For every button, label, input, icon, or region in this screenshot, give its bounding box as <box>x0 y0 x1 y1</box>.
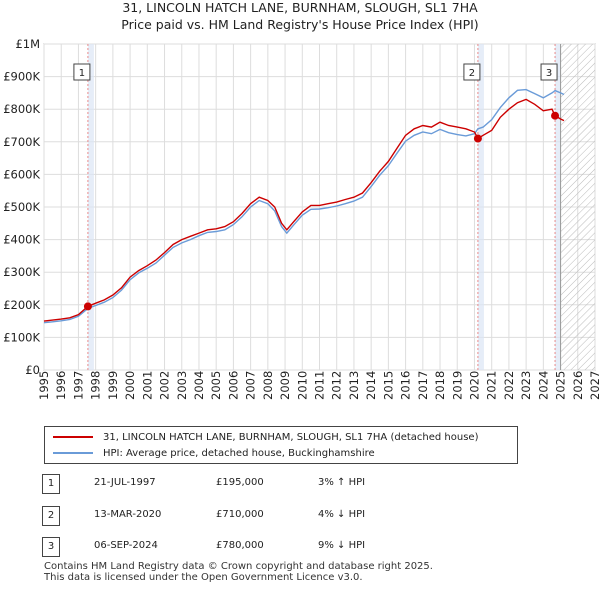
legend-label-hpi: HPI: Average price, detached house, Buck… <box>103 447 375 459</box>
x-tick-label: 2015 <box>381 371 395 400</box>
x-tick-label: 2027 <box>588 371 600 400</box>
y-tick-label: £100K <box>3 330 40 344</box>
legend-item-hpi: HPI: Average price, detached house, Buck… <box>53 445 375 461</box>
x-tick-label: 2002 <box>158 371 172 400</box>
table-row: 1 21-JUL-1997 £195,000 3% ↑ HPI <box>42 474 402 494</box>
x-tick-label: 2010 <box>295 371 309 400</box>
x-tick-label: 2009 <box>278 371 292 400</box>
x-tick-label: 2007 <box>244 371 258 400</box>
future-hatch-region <box>560 44 595 370</box>
sale-label-text: 1 <box>79 68 85 79</box>
y-tick-label: £700K <box>3 135 40 149</box>
x-tick-label: 2001 <box>140 371 154 400</box>
table-row: 2 13-MAR-2020 £710,000 4% ↓ HPI <box>42 506 402 526</box>
y-tick-label: £900K <box>3 70 40 84</box>
x-tick-label: 2008 <box>261 371 275 400</box>
hpi-line <box>43 88 565 324</box>
x-tick-label: 1995 <box>37 371 51 400</box>
table-row: 3 06-SEP-2024 £780,000 9% ↓ HPI <box>42 537 402 557</box>
x-tick-label: 2024 <box>536 371 550 400</box>
legend-item-property: 31, LINCOLN HATCH LANE, BURNHAM, SLOUGH,… <box>53 429 478 445</box>
legend-label-property: 31, LINCOLN HATCH LANE, BURNHAM, SLOUGH,… <box>103 431 479 443</box>
sale-date: 13-MAR-2020 <box>94 509 162 520</box>
sale-label-box <box>540 63 558 81</box>
sale-hpi-change: 3% ↑ HPI <box>318 477 366 488</box>
sale-shade <box>555 44 562 370</box>
property-price-line <box>43 98 565 322</box>
x-tick-label: 1996 <box>54 371 68 400</box>
x-tick-label: 2006 <box>226 371 240 400</box>
x-tick-label: 2000 <box>123 371 137 400</box>
footer-copyright: Contains HM Land Registry data © Crown c… <box>44 561 433 572</box>
x-tick-label: 2005 <box>209 371 223 400</box>
x-tick-label: 2016 <box>399 371 413 400</box>
sale-point <box>83 302 92 311</box>
x-tick-label: 1999 <box>106 371 120 400</box>
x-tick-label: 2011 <box>313 371 327 400</box>
sale-label-box <box>463 63 481 81</box>
legend-line-icon <box>53 452 93 454</box>
sale-point <box>551 111 560 120</box>
x-tick-label: 2023 <box>519 371 533 400</box>
sale-number-badge: 1 <box>42 474 60 494</box>
price-chart: 31, LINCOLN HATCH LANE, BURNHAM, SLOUGH,… <box>3 0 600 400</box>
footer-license: This data is licensed under the Open Gov… <box>44 572 363 583</box>
sale-point <box>473 134 482 143</box>
y-tick-label: £800K <box>3 102 40 116</box>
x-tick-label: 2022 <box>502 371 516 400</box>
x-tick-label: 2017 <box>416 371 430 400</box>
x-tick-label: 2025 <box>554 371 568 400</box>
sale-shade <box>477 44 484 370</box>
x-tick-label: 2013 <box>347 371 361 400</box>
y-tick-label: £600K <box>3 167 40 181</box>
chart-subtitle: Price paid vs. HM Land Registry's House … <box>121 17 478 32</box>
chart-title: 31, LINCOLN HATCH LANE, BURNHAM, SLOUGH,… <box>122 0 478 15</box>
x-tick-label: 2012 <box>330 371 344 400</box>
legend: 31, LINCOLN HATCH LANE, BURNHAM, SLOUGH,… <box>44 426 518 464</box>
x-tick-label: 2018 <box>433 371 447 400</box>
x-tick-label: 2014 <box>364 371 378 400</box>
sale-shade <box>87 44 94 370</box>
sale-label-text: 3 <box>546 68 552 79</box>
x-tick-label: 1997 <box>71 371 85 400</box>
sale-number-badge: 2 <box>42 506 60 526</box>
x-tick-label: 2020 <box>467 371 481 400</box>
sale-price: £780,000 <box>216 540 264 551</box>
sale-price: £710,000 <box>216 509 264 520</box>
legend-line-icon <box>53 436 93 438</box>
y-tick-label: £1M <box>15 37 40 51</box>
footer: Contains HM Land Registry data © Crown c… <box>44 561 433 583</box>
sale-price: £195,000 <box>216 477 264 488</box>
sale-label-box <box>73 63 91 81</box>
y-tick-label: £300K <box>3 265 40 279</box>
x-tick-label: 2004 <box>192 371 206 400</box>
sale-number-badge: 3 <box>42 537 60 557</box>
x-tick-label: 2026 <box>571 371 585 400</box>
x-tick-label: 2021 <box>485 371 499 400</box>
y-tick-label: £500K <box>3 200 40 214</box>
sale-date: 21-JUL-1997 <box>94 477 156 488</box>
sale-hpi-change: 9% ↓ HPI <box>318 540 366 551</box>
x-tick-label: 1998 <box>89 371 103 400</box>
sale-date: 06-SEP-2024 <box>94 540 158 551</box>
y-tick-label: £0 <box>25 363 40 377</box>
x-tick-label: 2019 <box>450 371 464 400</box>
sale-hpi-change: 4% ↓ HPI <box>318 509 366 520</box>
sale-label-text: 2 <box>469 68 475 79</box>
y-tick-label: £200K <box>3 298 40 312</box>
x-tick-label: 2003 <box>175 371 189 400</box>
y-tick-label: £400K <box>3 233 40 247</box>
